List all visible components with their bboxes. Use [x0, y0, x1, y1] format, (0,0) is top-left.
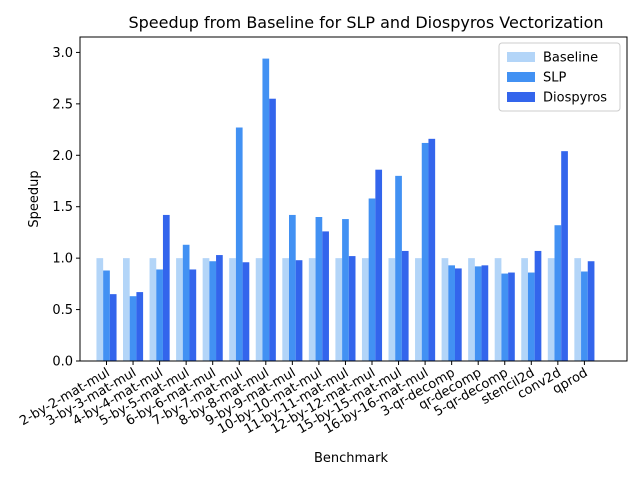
bar-diospyros-5 — [242, 262, 250, 361]
bar-baseline-12 — [415, 258, 422, 361]
bar-slp-3 — [182, 244, 190, 361]
bar-baseline-8 — [308, 258, 316, 361]
y-axis-label: Speedup — [27, 170, 42, 227]
bar-diospyros-10 — [375, 169, 383, 361]
bar-diospyros-2 — [162, 214, 170, 361]
bar-slp-14 — [474, 266, 482, 361]
bar-baseline-2 — [149, 258, 157, 361]
bar-diospyros-3 — [189, 269, 197, 361]
bar-diospyros-11 — [401, 250, 409, 361]
bar-diospyros-6 — [269, 98, 276, 362]
bar-slp-5 — [235, 127, 243, 361]
bar-slp-12 — [421, 142, 429, 361]
bar-diospyros-17 — [561, 151, 568, 361]
y-tick-label-1: 0.5 — [52, 303, 73, 318]
legend-label-diospyros: Diospyros — [543, 91, 607, 106]
x-axis: 2-by-2-mat-mul3-by-3-mat-mul4-by-4-mat-m… — [17, 361, 590, 437]
bar-diospyros-4 — [216, 255, 223, 361]
bar-slp-7 — [289, 214, 296, 361]
bar-baseline-14 — [468, 258, 475, 361]
bar-baseline-7 — [282, 258, 289, 361]
legend-swatch-baseline — [507, 52, 535, 62]
legend-swatch-slp — [507, 72, 535, 82]
y-tick-label-5: 2.5 — [52, 97, 73, 112]
bar-diospyros-13 — [455, 268, 462, 361]
y-tick-label-0: 0.0 — [52, 355, 73, 370]
legend-swatch-diospyros — [507, 92, 535, 102]
bar-slp-16 — [527, 272, 535, 361]
chart-title: Speedup from Baseline for SLP and Diospy… — [128, 13, 603, 32]
bar-slp-9 — [342, 219, 349, 361]
bar-slp-15 — [501, 273, 509, 361]
y-tick-label-2: 1.0 — [52, 252, 73, 267]
legend: Baseline SLP Diospyros — [498, 42, 621, 112]
bar-diospyros-18 — [587, 261, 595, 361]
bar-diospyros-14 — [481, 265, 489, 361]
bar-baseline-17 — [547, 258, 555, 361]
bar-diospyros-7 — [295, 260, 303, 361]
bar-slp-1 — [129, 296, 137, 361]
bar-slp-10 — [368, 198, 376, 361]
bar-baseline-13 — [441, 258, 449, 361]
bar-slp-6 — [262, 58, 270, 361]
bar-diospyros-16 — [534, 250, 542, 361]
bar-diospyros-9 — [348, 256, 356, 361]
bar-slp-2 — [156, 269, 163, 361]
y-axis: 0.0 0.5 1.0 1.5 2.0 2.5 3.0 — [52, 46, 80, 370]
bar-diospyros-12 — [428, 138, 436, 361]
bar-slp-0 — [103, 270, 110, 361]
x-axis-label: Benchmark — [314, 451, 389, 466]
plot-frame — [79, 36, 628, 362]
bar-diospyros-15 — [508, 272, 515, 361]
bar-group — [96, 58, 595, 362]
bar-baseline-11 — [388, 258, 396, 361]
bar-baseline-15 — [494, 258, 502, 361]
bar-baseline-1 — [123, 258, 130, 361]
bar-diospyros-8 — [322, 231, 329, 361]
bar-baseline-10 — [361, 258, 369, 361]
bar-slp-17 — [554, 225, 562, 361]
bar-baseline-3 — [176, 258, 183, 361]
bar-baseline-5 — [229, 258, 236, 361]
bar-slp-11 — [395, 175, 402, 361]
legend-label-baseline: Baseline — [543, 51, 598, 66]
bar-slp-13 — [448, 265, 455, 361]
y-tick-label-3: 1.5 — [52, 200, 73, 215]
bar-baseline-9 — [335, 258, 343, 361]
bar-baseline-4 — [202, 258, 210, 361]
bar-baseline-18 — [574, 258, 582, 361]
y-tick-label-6: 3.0 — [52, 46, 73, 61]
bar-slp-18 — [581, 271, 588, 361]
bar-baseline-6 — [255, 258, 263, 361]
bar-diospyros-1 — [136, 292, 144, 361]
bar-baseline-0 — [96, 258, 104, 361]
bar-slp-8 — [315, 217, 323, 361]
bar-slp-4 — [209, 261, 217, 361]
bar-baseline-16 — [521, 258, 528, 361]
legend-label-slp: SLP — [543, 71, 566, 86]
y-tick-label-4: 2.0 — [52, 149, 73, 164]
bar-diospyros-0 — [109, 294, 117, 361]
